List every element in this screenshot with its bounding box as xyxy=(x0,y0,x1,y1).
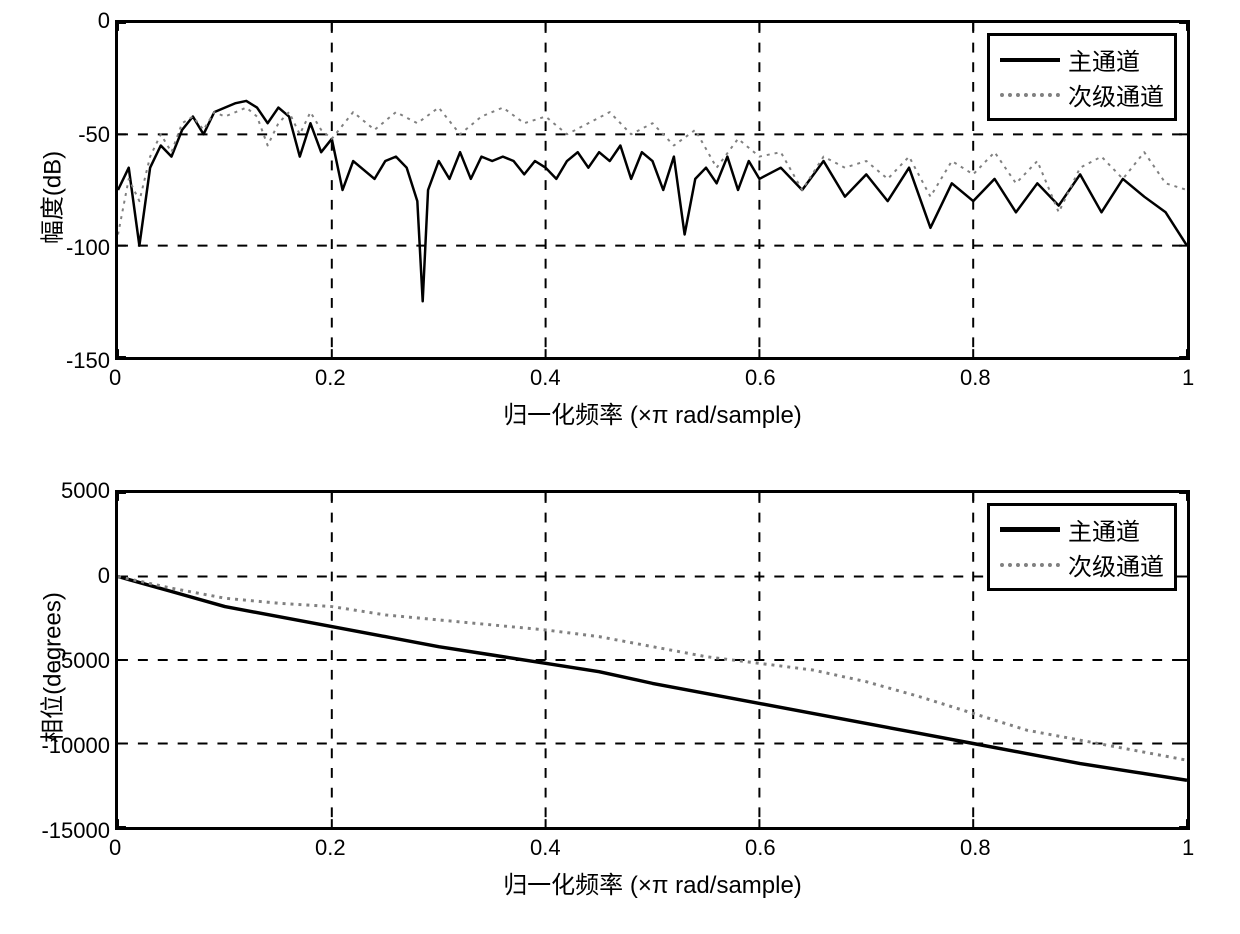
ph-xtick-5: 1 xyxy=(1182,835,1194,861)
phase-plot: 主通道 次级通道 xyxy=(115,490,1190,830)
magnitude-plot: 主通道 次级通道 xyxy=(115,20,1190,360)
phase-legend: 主通道 次级通道 xyxy=(987,503,1177,591)
ph-ytick-3: 0 xyxy=(35,563,110,589)
legend-label-secondary: 次级通道 xyxy=(1068,77,1164,112)
legend-label-main-2: 主通道 xyxy=(1068,512,1140,547)
legend-swatch-secondary-2 xyxy=(1000,563,1060,567)
legend-label-main: 主通道 xyxy=(1068,42,1140,77)
legend-item-main: 主通道 xyxy=(1000,42,1164,77)
legend-item-main-2: 主通道 xyxy=(1000,512,1164,547)
mag-xtick-3: 0.6 xyxy=(745,365,776,391)
mag-ytick-1: -100 xyxy=(60,235,110,261)
ph-xtick-3: 0.6 xyxy=(745,835,776,861)
mag-ytick-3: 0 xyxy=(60,8,110,34)
phase-xlabel: 归一化频率 (×π rad/sample) xyxy=(115,865,1190,900)
mag-xtick-0: 0 xyxy=(109,365,121,391)
legend-label-secondary-2: 次级通道 xyxy=(1068,547,1164,582)
ph-xtick-2: 0.4 xyxy=(530,835,561,861)
mag-xtick-5: 1 xyxy=(1182,365,1194,391)
mag-xtick-4: 0.8 xyxy=(960,365,991,391)
mag-xtick-2: 0.4 xyxy=(530,365,561,391)
ph-ytick-2: -5000 xyxy=(35,648,110,674)
ph-xtick-1: 0.2 xyxy=(315,835,346,861)
ph-ytick-1: -10000 xyxy=(35,733,110,759)
mag-xtick-1: 0.2 xyxy=(315,365,346,391)
legend-item-secondary-2: 次级通道 xyxy=(1000,547,1164,582)
figure: 主通道 次级通道 幅度(dB) 归一化频率 (×π rad/sample) 0 … xyxy=(0,0,1240,934)
ph-xtick-4: 0.8 xyxy=(960,835,991,861)
legend-swatch-main xyxy=(1000,58,1060,62)
legend-swatch-main-2 xyxy=(1000,527,1060,532)
ph-xtick-0: 0 xyxy=(109,835,121,861)
ph-ytick-0: -15000 xyxy=(35,818,110,844)
legend-item-secondary: 次级通道 xyxy=(1000,77,1164,112)
legend-swatch-secondary xyxy=(1000,93,1060,97)
mag-ytick-0: -150 xyxy=(60,348,110,374)
ph-ytick-4: 5000 xyxy=(35,478,110,504)
mag-ytick-2: -50 xyxy=(60,122,110,148)
magnitude-legend: 主通道 次级通道 xyxy=(987,33,1177,121)
magnitude-xlabel: 归一化频率 (×π rad/sample) xyxy=(115,395,1190,430)
